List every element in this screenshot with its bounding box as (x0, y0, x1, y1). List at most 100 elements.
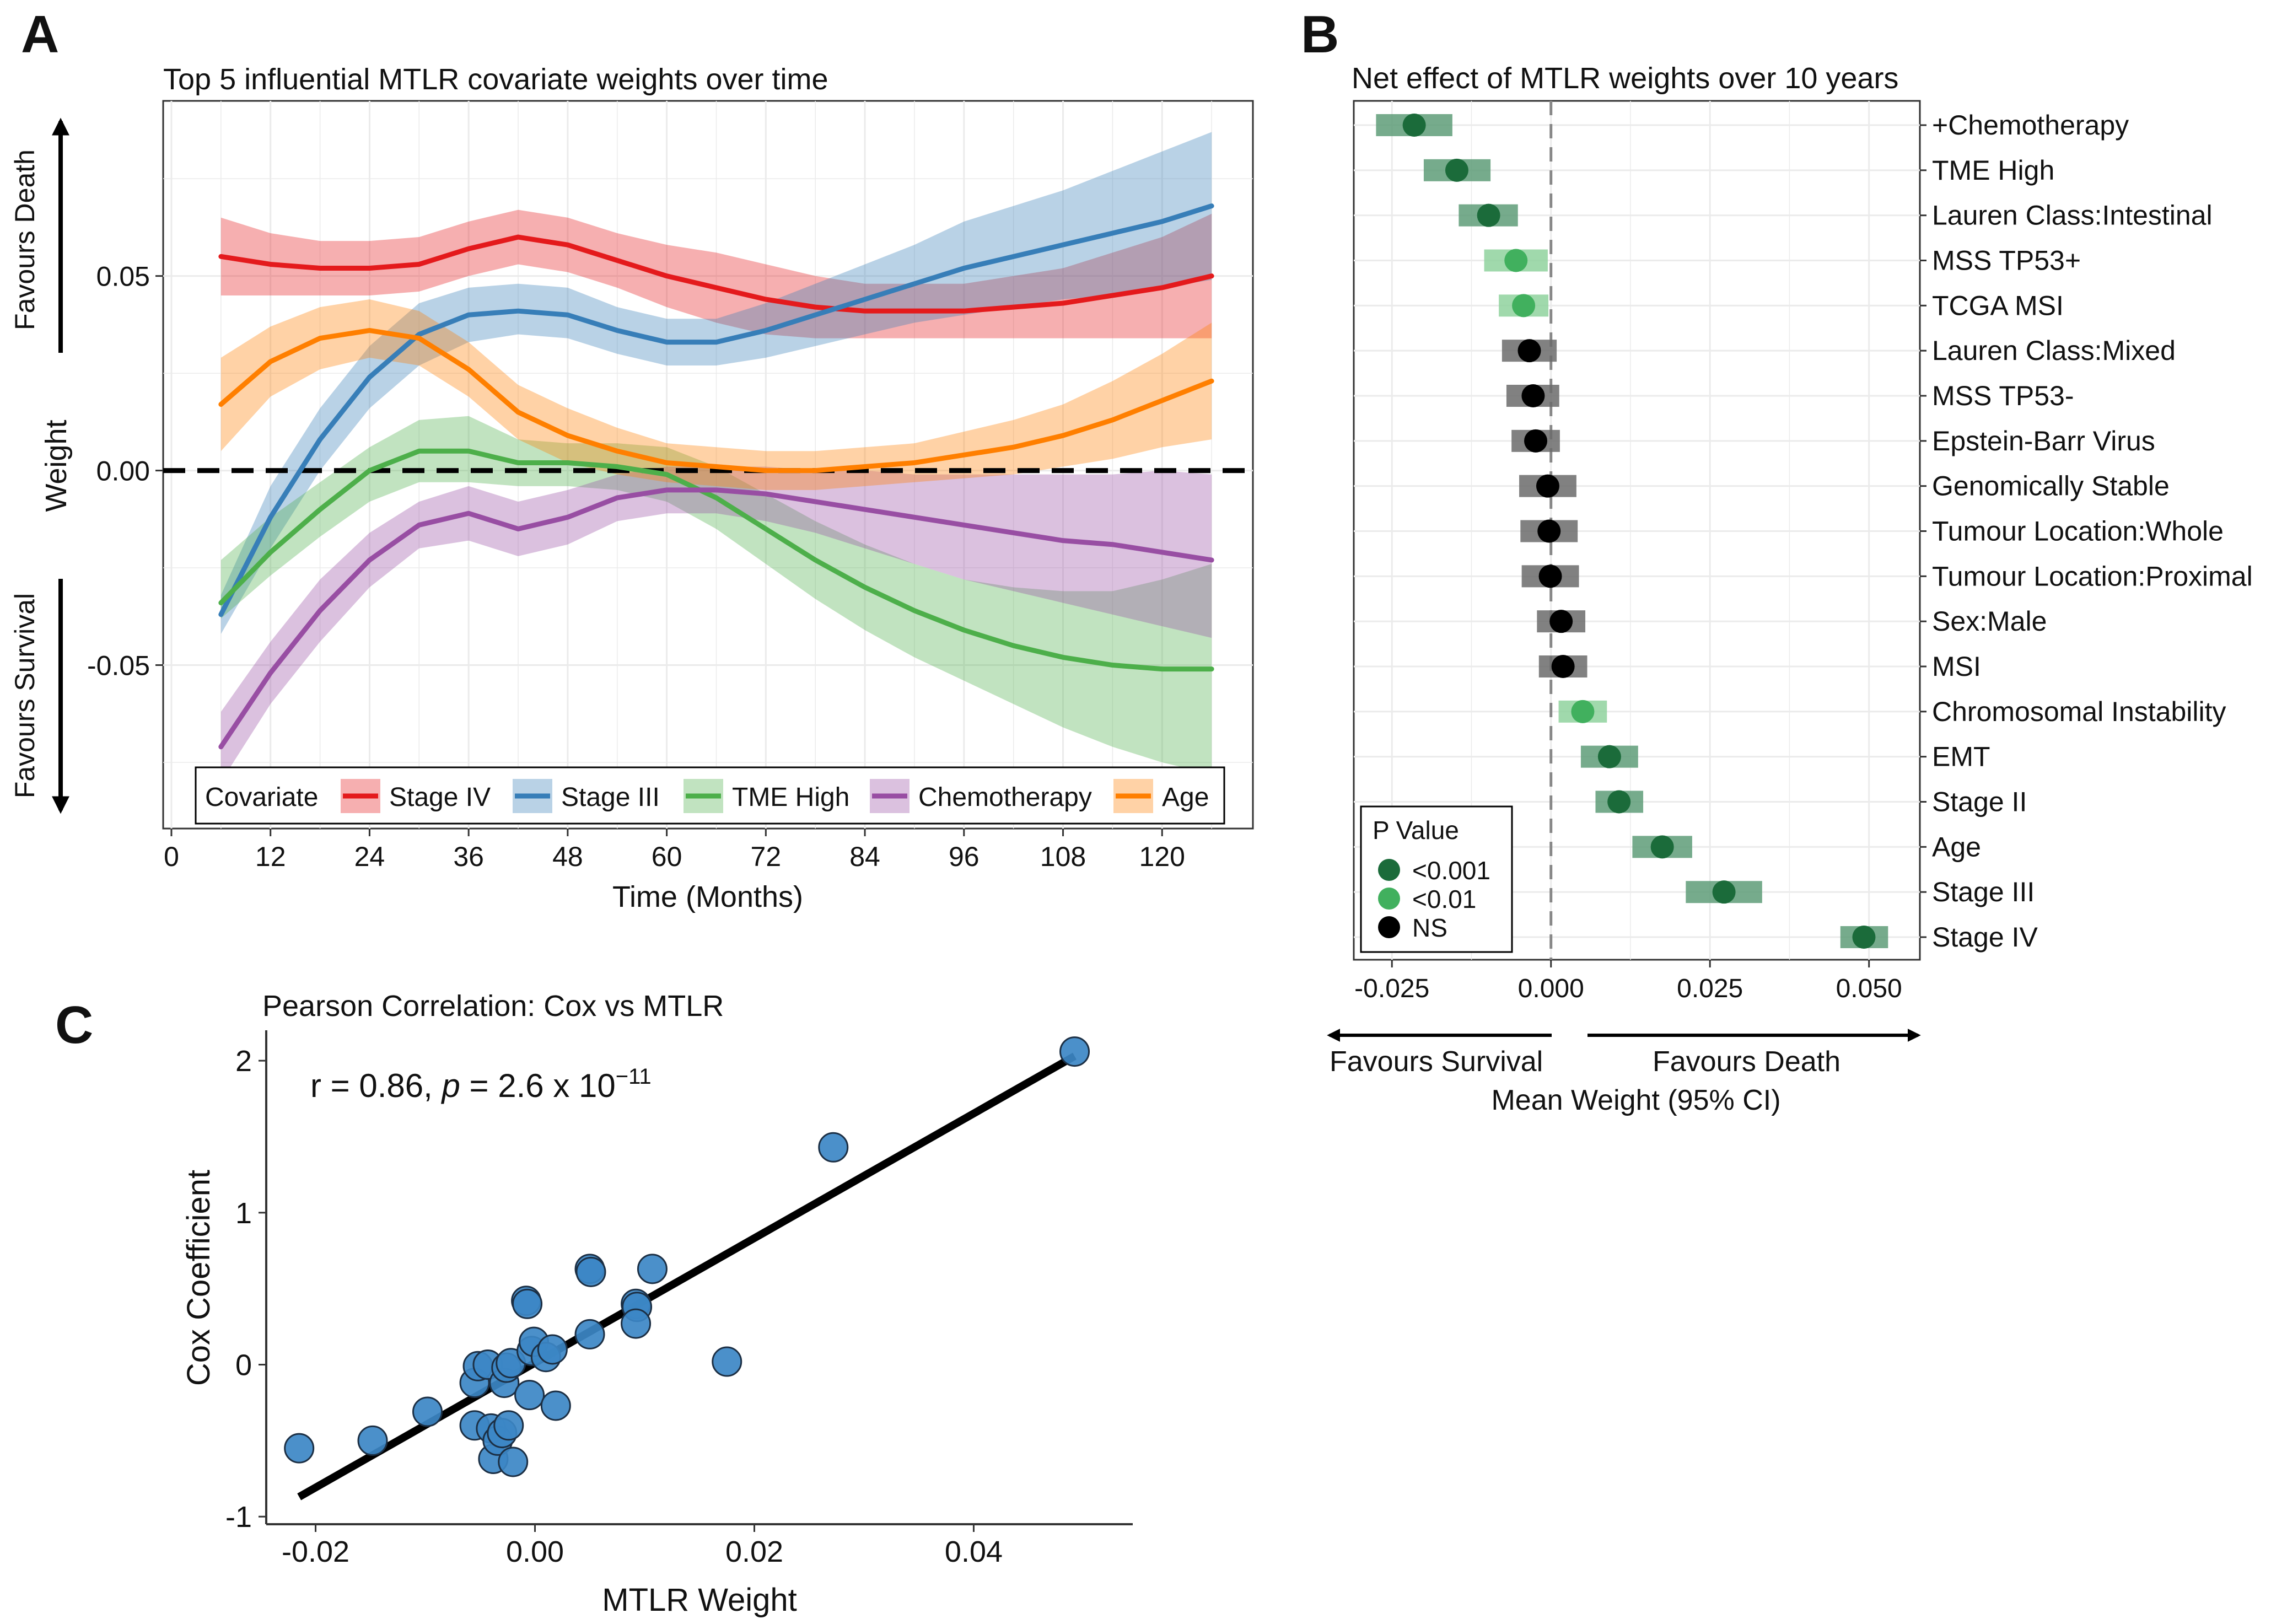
label-sex-male: Sex:Male (1932, 606, 2047, 637)
point-tcga-msi (1512, 294, 1536, 318)
scatter-point-25 (575, 1256, 606, 1287)
annotation-p-exponent: −11 (616, 1064, 652, 1089)
point-tumour-location-proximal (1538, 564, 1562, 588)
point-stage-ii (1607, 790, 1631, 814)
label-genomically-stable: Genomically Stable (1932, 471, 2170, 502)
panel-c-x-tick-label: 0.00 (506, 1535, 564, 1568)
scatter-point-30 (637, 1254, 668, 1284)
panel-b-x-axis: -0.025 0.000 0.025 0.050 (1354, 960, 1902, 1003)
label-mss-tp53: MSS TP53+ (1932, 245, 2081, 276)
panel-b-x-tick-label: 0.025 (1677, 974, 1743, 1003)
panel-a-favours-death-label: Favours Death (9, 149, 40, 330)
annotation-r-text: r = 0.86, (310, 1067, 442, 1104)
legend-dot-ns (1378, 916, 1400, 938)
panel-a-x-tick-label: 120 (1139, 841, 1185, 872)
line-age (218, 327, 1214, 474)
scatter-point-22 (537, 1334, 568, 1365)
panel-c-x-axis-label: MTLR Weight (602, 1582, 797, 1618)
panel-b-favours-death-label: Favours Death (1653, 1046, 1841, 1078)
panel-c-y-tick-label: 0 (235, 1349, 252, 1382)
panel-c: C Pearson Correlation: Cox vs MTLR r = 0… (55, 990, 1133, 1618)
scatter-point-31 (712, 1346, 742, 1377)
annotation-p-text: = 2.6 x 10 (460, 1067, 616, 1104)
panel-a-x-tick-label: 84 (849, 841, 880, 872)
panel-b: B Net effect of MTLR weights over 10 yea… (1301, 5, 2253, 1116)
point-tme-high (1445, 158, 1468, 182)
panel-b-favours-survival-label: Favours Survival (1330, 1046, 1543, 1078)
point-chromosomal-instability (1571, 700, 1595, 723)
band-age (220, 299, 1212, 490)
label-stage-ii: Stage II (1932, 787, 2027, 818)
legend-dot-0-001 (1378, 859, 1400, 881)
panel-c-points (284, 1036, 1090, 1477)
band-stage-iv (220, 209, 1212, 338)
point-stage-iii (1712, 880, 1736, 904)
legend-label-chemotherapy: Chemotherapy (918, 783, 1092, 812)
scatter-point-29 (621, 1308, 652, 1339)
panel-c-x-tick-label: -0.02 (282, 1535, 349, 1568)
panel-c-y-axis-label: Cox Coefficient (181, 1170, 217, 1386)
legend-label-stage-iii: Stage III (561, 783, 660, 812)
scatter-point-17 (512, 1288, 543, 1319)
panel-a-x-axis-label: Time (Months) (612, 880, 803, 913)
label-stage-iii: Stage III (1932, 876, 2035, 907)
annotation-p-symbol: p (440, 1067, 460, 1104)
panel-a-x-tick-label: 12 (255, 841, 286, 872)
scatter-point-2 (412, 1396, 443, 1427)
point-lauren-class-intestinal (1477, 203, 1500, 227)
scatter-point-33 (1059, 1036, 1090, 1067)
label-epstein-barr-virus: Epstein-Barr Virus (1932, 426, 2155, 456)
panel-a-series-lines (218, 203, 1214, 750)
panel-c-title: Pearson Correlation: Cox vs MTLR (262, 990, 724, 1023)
scatter-point-13 (493, 1410, 524, 1441)
panel-b-title: Net effect of MTLR weights over 10 years (1352, 62, 1898, 95)
panel-c-x-axis: -0.02 0.00 0.02 0.04 (282, 1524, 1003, 1568)
panel-b-x-tick-label: 0.000 (1518, 974, 1584, 1003)
legend-label-stage-iv: Stage IV (389, 783, 491, 812)
panel-a-x-tick-label: 0 (164, 841, 179, 872)
panel-c-correlation-annotation: r = 0.86, p = 2.6 x 10−11 (310, 1064, 652, 1104)
label-msi: MSI (1932, 651, 1981, 682)
point-sex-male (1549, 610, 1573, 633)
panel-c-y-axis: -1 0 1 2 (225, 1045, 266, 1534)
panel-a-favours-survival-label: Favours Survival (9, 593, 40, 798)
panel-a-x-tick-label: 36 (453, 841, 484, 872)
point-age (1650, 835, 1674, 859)
legend-label-0-001: <0.001 (1412, 856, 1490, 885)
panel-a-legend-items: Stage IV Stage III TME High Chemotherapy Age (341, 779, 1209, 813)
panel-c-y-tick-label: -1 (225, 1501, 252, 1534)
panel-a-x-tick-label: 96 (949, 841, 980, 872)
point-emt (1597, 745, 1621, 768)
label-stage-iv: Stage IV (1932, 922, 2038, 953)
label-lauren-class-mixed: Lauren Class:Mixed (1932, 335, 2176, 366)
panel-b-covariate-labels: +Chemotherapy TME High Lauren Class:Intest… (1920, 110, 2253, 953)
panel-a-legend: Covariate Stage IV Stage III TME High Chemo… (195, 766, 1225, 825)
panel-b-x-tick-label: -0.025 (1354, 974, 1429, 1003)
label-chromosomal-instability: Chromosomal Instability (1932, 696, 2226, 727)
label-mss-tp53: MSS TP53- (1932, 380, 2074, 411)
label-tumour-location-whole: Tumour Location:Whole (1932, 516, 2224, 547)
panel-a-letter: A (21, 5, 59, 64)
point-mss-tp53 (1504, 249, 1528, 272)
panel-b-letter: B (1301, 5, 1339, 64)
point-tumour-location-whole (1537, 519, 1561, 543)
panel-a-weight-label: Weight (40, 420, 73, 512)
panel-a-x-axis: 0 12 24 36 48 60 72 84 96 108 120 (164, 829, 1185, 872)
panel-b-x-tick-label: 0.050 (1836, 974, 1902, 1003)
label-age: Age (1932, 831, 1981, 862)
point-lauren-class-mixed (1517, 339, 1541, 363)
legend-label-ns: NS (1412, 913, 1447, 942)
legend-dot-0-01 (1378, 888, 1400, 910)
line-chemotherapy (218, 487, 1214, 750)
label-lauren-class-intestinal: Lauren Class:Intestinal (1932, 200, 2213, 231)
line-stage-iv (218, 234, 1214, 314)
panel-a-legend-title: Covariate (205, 783, 318, 812)
label-tme-high: TME High (1932, 155, 2054, 186)
panel-c-x-tick-label: 0.04 (945, 1535, 1003, 1568)
panel-a-x-tick-label: 60 (652, 841, 682, 872)
legend-label-0-01: <0.01 (1412, 885, 1476, 913)
panel-c-y-tick-label: 2 (235, 1045, 252, 1078)
